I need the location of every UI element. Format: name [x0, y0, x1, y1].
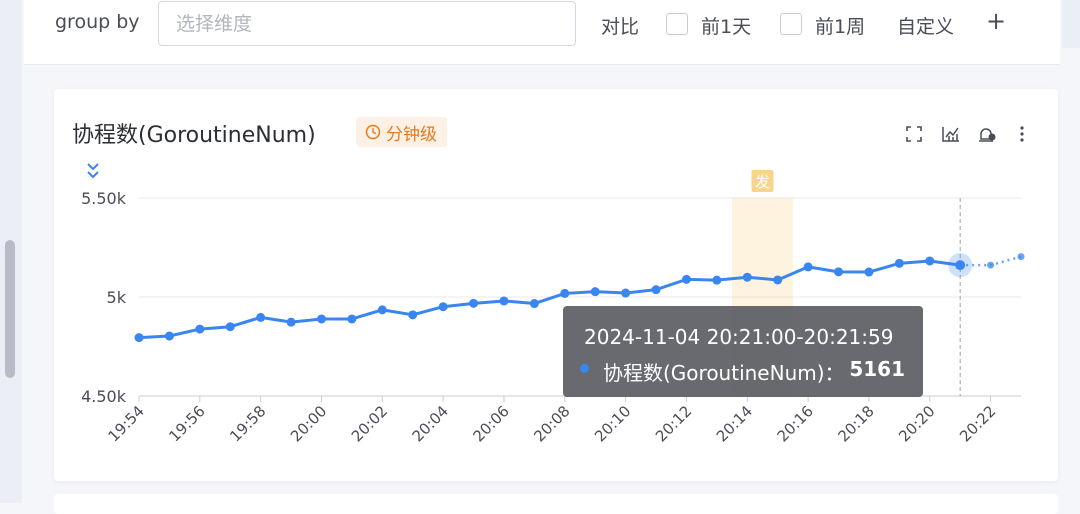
x-tick-label: 20:18 — [834, 402, 877, 445]
data-point[interactable] — [742, 272, 752, 282]
chart-panel: 协程数(GoroutineNum) 分钟级 — [54, 89, 1058, 481]
page-scrollbar[interactable] — [5, 240, 15, 378]
fullscreen-icon[interactable] — [903, 123, 925, 145]
data-point[interactable] — [438, 302, 448, 312]
granularity-label: 分钟级 — [386, 124, 437, 145]
x-tick-label: 20:16 — [774, 402, 817, 445]
collapse-chevron-icon[interactable] — [87, 163, 99, 179]
data-point[interactable] — [164, 331, 174, 341]
x-tick-label: 20:10 — [591, 402, 634, 445]
data-point[interactable] — [834, 267, 844, 277]
clock-icon — [365, 124, 381, 140]
data-point[interactable] — [529, 299, 539, 309]
data-point[interactable] — [894, 258, 904, 268]
data-point[interactable] — [803, 262, 813, 272]
data-point[interactable] — [469, 298, 479, 308]
chart-type-icon[interactable] — [940, 123, 962, 145]
x-tick-label: 20:12 — [652, 402, 695, 445]
data-point[interactable] — [225, 322, 235, 332]
chart-tooltip: 2024-11-04 20:21:00-20:21:59 协程数(Gorouti… — [563, 306, 923, 397]
data-point[interactable] — [560, 288, 570, 298]
compare-label: 对比 — [601, 16, 640, 38]
data-point[interactable] — [377, 305, 387, 315]
left-rail — [0, 0, 22, 503]
x-tick-label: 19:56 — [165, 402, 208, 445]
filter-bar: group by 对比 前1天 前1周 自定义 + — [24, 0, 1060, 65]
data-point[interactable] — [651, 285, 661, 295]
right-rail — [1062, 0, 1080, 48]
more-vertical-icon[interactable] — [1011, 123, 1033, 145]
x-tick-label: 20:06 — [469, 402, 512, 445]
compare-week-checkbox[interactable] — [780, 13, 802, 35]
data-point[interactable] — [681, 274, 691, 284]
x-tick-label: 20:14 — [713, 402, 756, 445]
data-point[interactable] — [590, 287, 600, 297]
tooltip-time: 2024-11-04 20:21:00-20:21:59 — [584, 325, 894, 349]
compare-day-checkbox[interactable] — [666, 13, 688, 35]
tooltip-value: 5161 — [849, 357, 905, 381]
data-point[interactable] — [195, 324, 205, 334]
data-point[interactable] — [134, 333, 144, 343]
groupby-input[interactable] — [158, 1, 576, 46]
series-line — [138, 259, 961, 340]
x-tick-label: 20:02 — [348, 402, 391, 445]
add-compare-button[interactable]: + — [986, 7, 1007, 35]
x-tick-label: 19:54 — [105, 402, 148, 445]
data-point[interactable] — [256, 312, 266, 322]
tooltip-series-name: 协程数(GoroutineNum)： — [603, 361, 845, 385]
y-tick-label: 4.50k — [81, 387, 127, 406]
x-tick-label: 20:22 — [956, 402, 999, 445]
x-tick-label: 20:00 — [287, 402, 330, 445]
alarm-icon[interactable] — [976, 123, 998, 145]
compare-week-label[interactable]: 前1周 — [815, 16, 866, 38]
tooltip-series-dot — [580, 364, 589, 373]
y-tick-label: 5.50k — [81, 189, 127, 208]
data-point[interactable] — [1017, 253, 1025, 261]
data-point[interactable] — [408, 310, 418, 320]
data-point[interactable] — [712, 275, 722, 285]
x-tick-label: 20:04 — [409, 402, 452, 445]
release-marker-badge — [751, 170, 774, 192]
compare-day-label[interactable]: 前1天 — [701, 16, 752, 38]
data-point[interactable] — [987, 261, 995, 269]
next-panel — [54, 494, 1058, 514]
data-point[interactable] — [864, 267, 874, 277]
data-point[interactable] — [316, 314, 326, 324]
x-tick-label: 20:20 — [895, 402, 938, 445]
data-point[interactable] — [621, 288, 631, 298]
panel-title: 协程数(GoroutineNum) — [72, 123, 316, 148]
x-tick-label: 19:58 — [226, 402, 269, 445]
data-point[interactable] — [925, 256, 935, 266]
y-tick-label: 5k — [107, 288, 127, 307]
release-marker-label: 发 — [755, 173, 770, 191]
data-point[interactable] — [499, 296, 509, 306]
granularity-tag: 分钟级 — [356, 117, 447, 147]
data-point[interactable] — [773, 275, 783, 285]
data-point[interactable] — [286, 317, 296, 327]
groupby-label: group by — [55, 11, 140, 33]
data-point[interactable] — [955, 260, 966, 271]
x-tick-label: 20:08 — [530, 402, 573, 445]
data-point[interactable] — [347, 314, 357, 324]
custom-compare-button[interactable]: 自定义 — [897, 16, 955, 38]
